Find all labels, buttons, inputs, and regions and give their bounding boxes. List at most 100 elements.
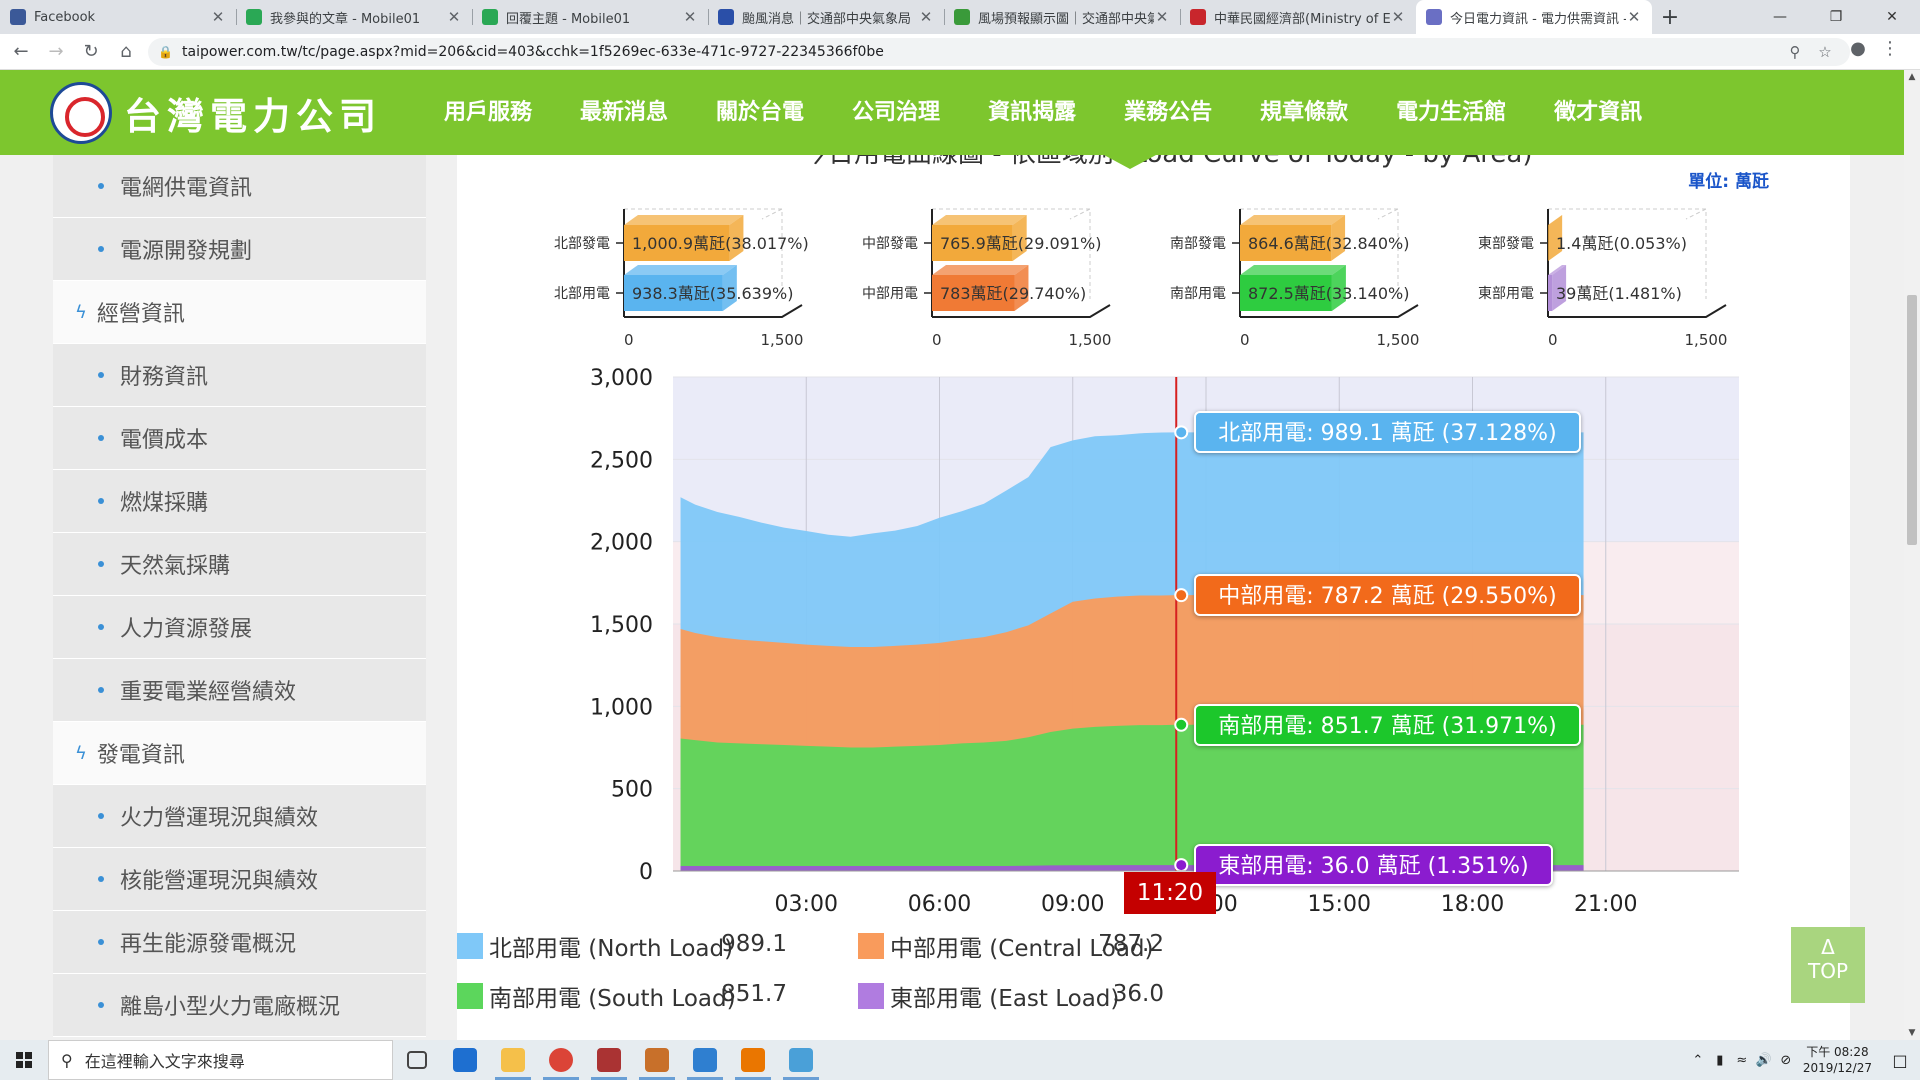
browser-tab[interactable]: 我參與的文章 - Mobile01 ✕ (236, 0, 472, 34)
bar-category-label: 中部發電 (862, 236, 918, 252)
browser-tab[interactable]: Facebook ✕ (0, 0, 236, 34)
sidebar-item[interactable]: 電價成本 (53, 407, 426, 470)
wifi-icon[interactable]: ≈ (1736, 1052, 1748, 1068)
legend-item[interactable]: 中部用電 (Central Load) (858, 929, 1154, 963)
tab-close-icon[interactable]: ✕ (919, 8, 933, 26)
taskbar-app[interactable] (729, 1040, 777, 1080)
legend-item[interactable]: 北部用電 (North Load) (457, 929, 733, 963)
top-label: TOP (1807, 959, 1849, 983)
legend-item[interactable]: 南部用電 (South Load) (457, 979, 736, 1013)
sidebar-category[interactable]: ϟ 經營資訊 (53, 281, 426, 344)
browser-tab[interactable]: 颱風消息｜交通部中央氣象局 ✕ (708, 0, 944, 34)
nav-item[interactable]: 最新消息 (580, 100, 669, 125)
nav-item[interactable]: 資訊揭露 (988, 100, 1077, 125)
nav-item[interactable]: 規章條款 (1260, 100, 1349, 125)
lightning-bolt-icon: ϟ (75, 742, 87, 764)
bullet-dot-icon (98, 435, 104, 441)
sidebar-item[interactable]: 電源開發規劃 (53, 218, 426, 281)
tab-close-icon[interactable]: ✕ (683, 8, 697, 26)
restore-button[interactable]: ❐ (1829, 9, 1843, 25)
taskbar-app[interactable] (537, 1040, 585, 1080)
y-tick-label: 2,000 (590, 531, 653, 556)
cursor-marker (1174, 717, 1189, 732)
taskbar-app[interactable] (489, 1040, 537, 1080)
profile-icon[interactable]: ● (1850, 38, 1866, 59)
tab-close-icon[interactable]: ✕ (211, 8, 225, 26)
close-window-button[interactable]: ✕ (1886, 9, 1898, 25)
browser-tab[interactable]: 今日電力資訊 - 電力供需資訊 - 台 ✕ (1416, 0, 1652, 34)
legend-swatch (457, 983, 483, 1009)
nav-item[interactable]: 用戶服務 (444, 100, 533, 125)
tab-favicon-icon (954, 9, 970, 25)
sidebar-item[interactable]: 燃煤採購 (53, 470, 426, 533)
taskbar-app[interactable] (441, 1040, 489, 1080)
zoom-icon[interactable]: ⚲ (1789, 42, 1801, 61)
series-tooltip: 中部用電: 787.2 萬瓩 (29.550%) (1194, 574, 1581, 617)
legend-value: 36.0 (1112, 981, 1164, 1007)
back-button[interactable]: ← (13, 41, 29, 62)
legend-item[interactable]: 東部用電 (East Load) (858, 979, 1119, 1013)
sidebar-item[interactable]: 電網供電資訊 (53, 155, 426, 218)
taskbar-search-box[interactable]: ⚲ 在這裡輸入文字來搜尋 (48, 1040, 393, 1080)
tab-close-icon[interactable]: ✕ (1391, 8, 1405, 26)
home-button[interactable]: ⌂ (120, 41, 132, 62)
taipower-logo[interactable]: 台灣電力公司 (50, 82, 382, 144)
browser-tab[interactable]: 中華民國經濟部(Ministry of Eco ✕ (1180, 0, 1416, 34)
sidebar-item[interactable]: 火力營運現況與績效 (53, 785, 426, 848)
taskbar-app[interactable] (681, 1040, 729, 1080)
scrollbar-thumb[interactable] (1907, 295, 1917, 545)
x-tick-label: 1,500 (761, 331, 804, 349)
browser-tab[interactable]: 回覆主題 - Mobile01 ✕ (472, 0, 708, 34)
y-tick-label: 3,000 (590, 366, 653, 391)
reload-button[interactable]: ↻ (83, 41, 99, 62)
minimize-button[interactable]: — (1773, 9, 1787, 25)
sidebar-item[interactable]: 重要電業經營績效 (53, 659, 426, 722)
page-scrollbar[interactable]: ▲ ▼ (1904, 70, 1920, 1040)
sidebar-item[interactable]: 人力資源發展 (53, 596, 426, 659)
back-to-top-button[interactable]: Δ TOP (1791, 927, 1865, 1003)
volume-icon[interactable]: 🔊 (1755, 1052, 1772, 1068)
battery-icon[interactable]: ▮ (1716, 1052, 1724, 1068)
notification-icon[interactable]: □ (1892, 1050, 1908, 1070)
y-tick-label: 1,000 (590, 695, 653, 720)
tab-close-icon[interactable]: ✕ (1627, 8, 1641, 26)
sidebar-item[interactable]: 天然氣採購 (53, 533, 426, 596)
windows-logo-icon (16, 1052, 32, 1068)
taskbar-app[interactable] (585, 1040, 633, 1080)
legend-value: 787.2 (1098, 931, 1164, 957)
scroll-down-arrow-icon[interactable]: ▼ (1908, 1028, 1916, 1038)
tab-close-icon[interactable]: ✕ (1155, 8, 1169, 26)
url-text[interactable]: taipower.com.tw/tc/page.aspx?mid=206&cid… (182, 43, 884, 60)
taskbar-app[interactable] (633, 1040, 681, 1080)
bar-top-face (1548, 215, 1563, 225)
scroll-up-arrow-icon[interactable]: ▲ (1908, 72, 1916, 82)
sidebar-item[interactable]: 離島小型火力電廠概況 (53, 974, 426, 1037)
taskbar-app[interactable] (777, 1040, 825, 1080)
sidebar-item[interactable]: 再生能源發電概況 (53, 911, 426, 974)
new-tab-button[interactable]: + (1660, 4, 1680, 30)
forward-button[interactable]: → (48, 41, 64, 62)
bookmark-star-icon[interactable]: ☆ (1818, 42, 1832, 61)
sidebar-item[interactable]: 財務資訊 (53, 344, 426, 407)
lightning-bolt-icon: ϟ (75, 301, 87, 323)
address-bar[interactable]: 🔒 taipower.com.tw/tc/page.aspx?mid=206&c… (148, 37, 1850, 66)
sidebar-item-label: 核能營運現況與績效 (120, 869, 319, 894)
nav-item[interactable]: 徵才資訊 (1554, 100, 1643, 125)
menu-icon[interactable]: ⋮ (1881, 38, 1899, 59)
nav-item[interactable]: 業務公告 (1124, 100, 1213, 125)
bar-side-face (1012, 215, 1027, 261)
clock[interactable]: 下午 08:28 2019/12/27 (1803, 1044, 1872, 1076)
start-button[interactable] (0, 1040, 48, 1080)
nav-item[interactable]: 公司治理 (852, 100, 941, 125)
tab-close-icon[interactable]: ✕ (447, 8, 461, 26)
tray-chevron-icon[interactable]: ⌃ (1692, 1052, 1704, 1068)
nav-item[interactable]: 電力生活館 (1396, 100, 1507, 125)
sidebar-item-label: 重要電業經營績效 (120, 680, 297, 705)
ime-icon[interactable]: ⊘ (1780, 1052, 1792, 1068)
nav-item[interactable]: 關於台電 (716, 100, 805, 125)
browser-tab[interactable]: 風場預報顯示圖｜交通部中央氣象 ✕ (944, 0, 1180, 34)
taskbar-app[interactable] (393, 1040, 441, 1080)
sidebar-category[interactable]: ϟ 發電資訊 (53, 722, 426, 785)
series-tooltip: 南部用電: 851.7 萬瓩 (31.971%) (1194, 703, 1581, 746)
sidebar-item[interactable]: 核能營運現況與績效 (53, 848, 426, 911)
